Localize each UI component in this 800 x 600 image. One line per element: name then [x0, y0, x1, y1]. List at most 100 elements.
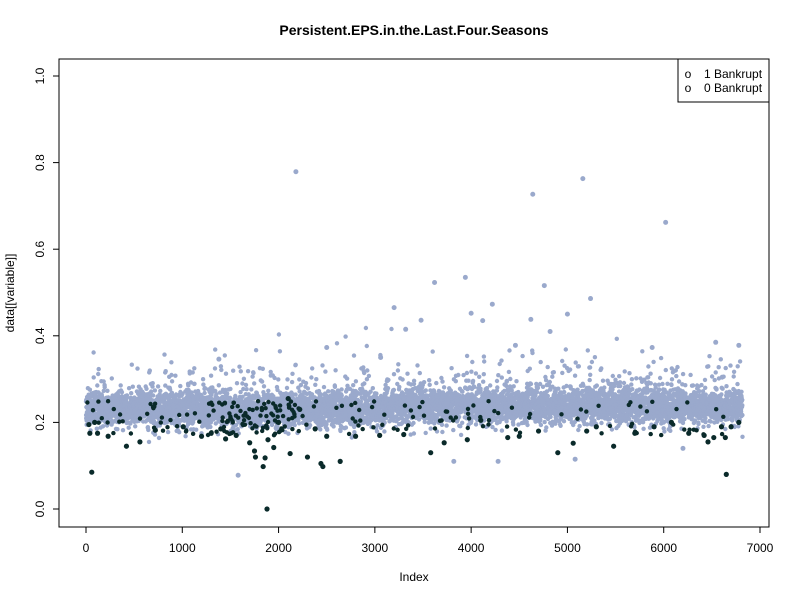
- point-0-bankrupt: [259, 379, 265, 384]
- point-0-bankrupt: [105, 388, 110, 393]
- point-0-bankrupt: [163, 369, 168, 374]
- point-0-bankrupt: [133, 424, 138, 429]
- point-0-bankrupt: [400, 377, 405, 382]
- point-0-bankrupt: [130, 384, 135, 389]
- point-0-bankrupt: [411, 420, 416, 426]
- point-0-bankrupt: [481, 354, 487, 359]
- point-0-bankrupt: [351, 353, 357, 358]
- point-0-bankrupt: [470, 378, 476, 384]
- point-0-bankrupt: [177, 430, 182, 435]
- point-0-bankrupt: [508, 376, 513, 382]
- point-0-bankrupt: [339, 387, 344, 392]
- point-0-bankrupt: [297, 377, 302, 382]
- point-0-bankrupt: [464, 353, 470, 359]
- point-0-bankrupt: [165, 429, 171, 435]
- point-0-bankrupt: [427, 378, 432, 383]
- point-0-bankrupt: [514, 379, 519, 384]
- point-0-bankrupt: [309, 375, 314, 380]
- point-0-bankrupt: [511, 384, 516, 389]
- point-0-bankrupt: [395, 368, 401, 373]
- point-0-bankrupt: [469, 369, 474, 374]
- point-0-bankrupt: [545, 364, 550, 370]
- series-0-bankrupt-points: [83, 169, 745, 478]
- point-0-bankrupt: [277, 349, 283, 354]
- point-0-bankrupt: [157, 392, 162, 397]
- point-0-bankrupt: [162, 352, 167, 357]
- point-0-bankrupt: [563, 347, 568, 352]
- point-0-bankrupt: [238, 369, 243, 374]
- point-0-bankrupt: [118, 383, 123, 388]
- point-0-bankrupt: [183, 434, 188, 439]
- point-0-bankrupt: [364, 343, 369, 349]
- point-0-bankrupt: [235, 427, 240, 432]
- point-0-bankrupt: [95, 383, 100, 388]
- point-0-bankrupt: [473, 422, 479, 427]
- point-0-bankrupt: [430, 349, 435, 354]
- point-0-bankrupt: [321, 384, 327, 390]
- point-0-bankrupt: [150, 384, 155, 389]
- point-0-bankrupt: [351, 383, 356, 388]
- point-0-bankrupt: [397, 384, 402, 390]
- point-0-bankrupt: [244, 387, 249, 392]
- point-0-bankrupt: [562, 389, 567, 395]
- point-0-bankrupt: [504, 419, 509, 424]
- point-0-bankrupt: [119, 394, 125, 399]
- point-0-bankrupt: [146, 427, 151, 433]
- point-0-bankrupt: [358, 399, 364, 404]
- point-0-bankrupt: [192, 366, 197, 371]
- point-0-bankrupt: [396, 362, 401, 367]
- point-0-bankrupt: [530, 350, 535, 356]
- chart-title: Persistent.EPS.in.the.Last.Four.Seasons: [279, 22, 548, 38]
- point-0-bankrupt: [128, 421, 133, 426]
- point-0-bankrupt: [344, 376, 350, 381]
- point-0-bankrupt: [449, 366, 454, 371]
- point-0-bankrupt: [91, 375, 96, 380]
- point-0-bankrupt: [391, 387, 397, 393]
- point-0-bankrupt: [149, 389, 154, 394]
- point-0-bankrupt: [386, 377, 391, 383]
- point-0-bankrupt: [219, 367, 224, 373]
- point-0-bankrupt: [361, 365, 366, 370]
- point-0-bankrupt: [460, 420, 465, 425]
- point-0-bankrupt: [556, 386, 561, 391]
- point-0-bankrupt: [374, 391, 379, 396]
- point-0-bankrupt: [441, 385, 447, 390]
- point-0-bankrupt: [276, 377, 281, 382]
- point-0-bankrupt: [560, 370, 565, 376]
- point-0-bankrupt: [538, 359, 543, 365]
- point-0-bankrupt: [481, 379, 486, 384]
- point-0-bankrupt: [504, 383, 509, 388]
- point-0-bankrupt: [320, 363, 325, 368]
- point-0-bankrupt: [507, 348, 512, 353]
- point-0-bankrupt: [318, 427, 323, 432]
- point-0-bankrupt: [332, 384, 338, 389]
- point-0-bankrupt: [202, 390, 207, 396]
- point-0-bankrupt: [365, 368, 370, 373]
- point-0-bankrupt: [120, 428, 126, 433]
- point-0-bankrupt: [169, 379, 175, 384]
- point-0-bankrupt: [147, 368, 152, 373]
- point-0-bankrupt: [389, 326, 394, 332]
- point-0-bankrupt: [144, 386, 149, 391]
- point-0-bankrupt: [310, 366, 315, 371]
- point-0-bankrupt: [434, 380, 439, 386]
- point-0-bankrupt: [427, 382, 432, 387]
- point-0-bankrupt: [303, 380, 309, 386]
- point-0-bankrupt: [472, 384, 477, 390]
- point-0-bankrupt: [214, 391, 219, 397]
- point-0-bankrupt: [572, 373, 578, 378]
- point-0-bankrupt: [152, 432, 158, 437]
- point-0-bankrupt: [152, 388, 158, 393]
- point-0-bankrupt: [190, 370, 195, 375]
- point-0-bankrupt: [100, 424, 106, 429]
- point-0-bankrupt: [421, 380, 427, 385]
- point-0-bankrupt: [428, 426, 433, 431]
- point-0-bankrupt: [466, 378, 471, 383]
- point-0-bankrupt: [169, 372, 174, 378]
- point-0-bankrupt: [245, 369, 251, 374]
- point-0-bankrupt: [558, 423, 563, 428]
- point-0-bankrupt: [567, 367, 573, 372]
- point-0-bankrupt: [353, 379, 359, 384]
- point-0-bankrupt: [150, 381, 155, 386]
